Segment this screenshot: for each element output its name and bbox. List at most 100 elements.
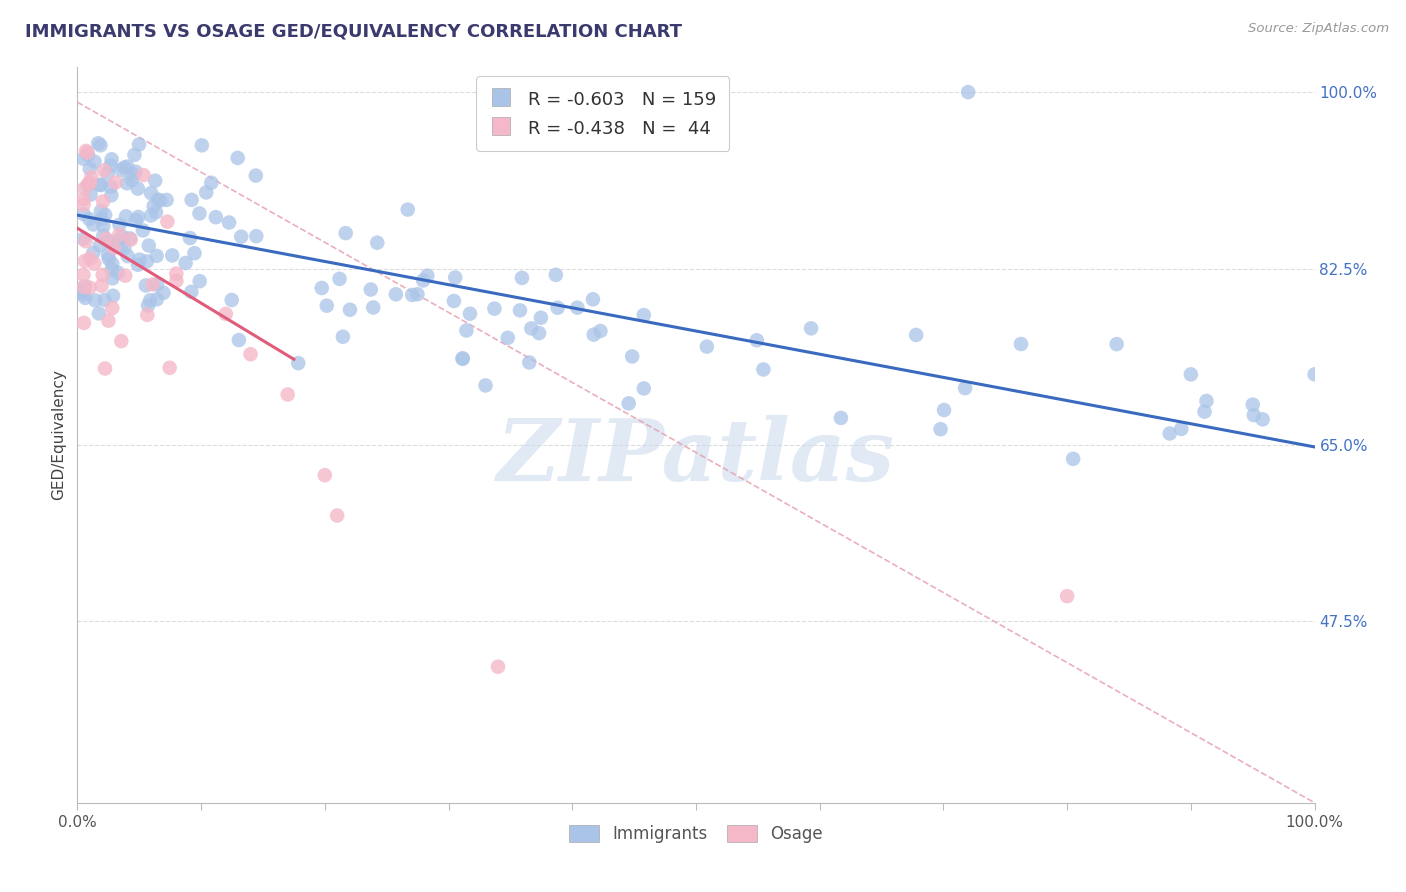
Text: ZIPatlas: ZIPatlas [496,415,896,499]
Point [94,208,117,222]
Y-axis label: GED/Equivalency: GED/Equivalency [51,369,66,500]
Point [82,218,104,232]
Point [138,238,160,252]
Point [1241,398,1264,412]
Point [231,229,253,244]
Point [72,232,94,246]
Point [135,278,157,293]
Point [107,234,129,248]
Point [101,289,124,303]
Point [128,252,150,267]
Point [200,176,222,190]
Point [228,333,250,347]
Point [929,422,952,436]
Point [101,301,124,315]
Point [77,148,100,162]
Point [406,287,429,301]
Point [111,229,134,244]
Point [162,248,184,262]
Point [73,279,96,293]
Point [72,280,94,294]
Point [87,136,110,151]
Point [127,181,149,195]
Point [179,231,201,245]
Point [1105,337,1128,351]
Point [1195,393,1218,408]
Point [136,299,159,313]
Point [135,254,157,268]
Point [527,326,550,340]
Point [72,192,94,206]
Point [97,166,120,180]
Point [188,206,211,220]
Point [122,167,145,181]
Point [90,212,112,227]
Point [117,160,139,174]
Point [146,193,169,207]
Point [83,154,105,169]
Point [73,181,96,195]
Point [800,321,823,335]
Point [83,257,105,271]
Point [544,268,567,282]
Point [91,228,114,243]
Point [73,316,96,330]
Point [100,179,122,194]
Point [79,176,101,190]
Point [474,378,496,392]
Point [484,301,506,316]
Point [104,176,127,190]
Point [72,268,94,282]
Point [124,148,146,162]
Point [139,293,162,308]
Point [633,308,655,322]
Point [287,356,309,370]
Point [315,299,337,313]
Point [145,249,167,263]
Point [91,268,114,282]
Point [451,351,474,366]
Point [72,207,94,221]
Point [112,241,135,255]
Point [204,210,226,224]
Point [143,174,166,188]
Point [510,271,533,285]
Point [396,202,419,217]
Point [117,249,139,263]
Point [100,159,122,173]
Point [165,274,187,288]
Point [145,205,167,219]
Point [79,161,101,176]
Point [496,331,519,345]
Point [77,177,100,191]
Point [97,314,120,328]
Point [80,170,103,185]
Point [332,330,354,344]
Point [530,310,553,325]
Point [174,256,197,270]
Point [451,351,474,366]
Point [118,231,141,245]
Point [183,246,205,260]
Point [401,288,423,302]
Point [100,153,122,167]
Point [112,161,135,175]
Point [76,145,98,160]
Point [277,387,299,401]
Point [155,193,177,207]
Point [412,273,434,287]
Point [617,396,640,410]
Point [191,138,214,153]
Point [366,235,388,250]
Point [1303,368,1326,382]
Point [89,238,111,252]
Point [75,291,97,305]
Point [221,293,243,307]
Point [84,293,107,308]
Point [311,281,333,295]
Point [444,270,467,285]
Point [188,274,211,288]
Point [114,268,136,283]
Point [91,219,114,233]
Point [76,178,98,193]
